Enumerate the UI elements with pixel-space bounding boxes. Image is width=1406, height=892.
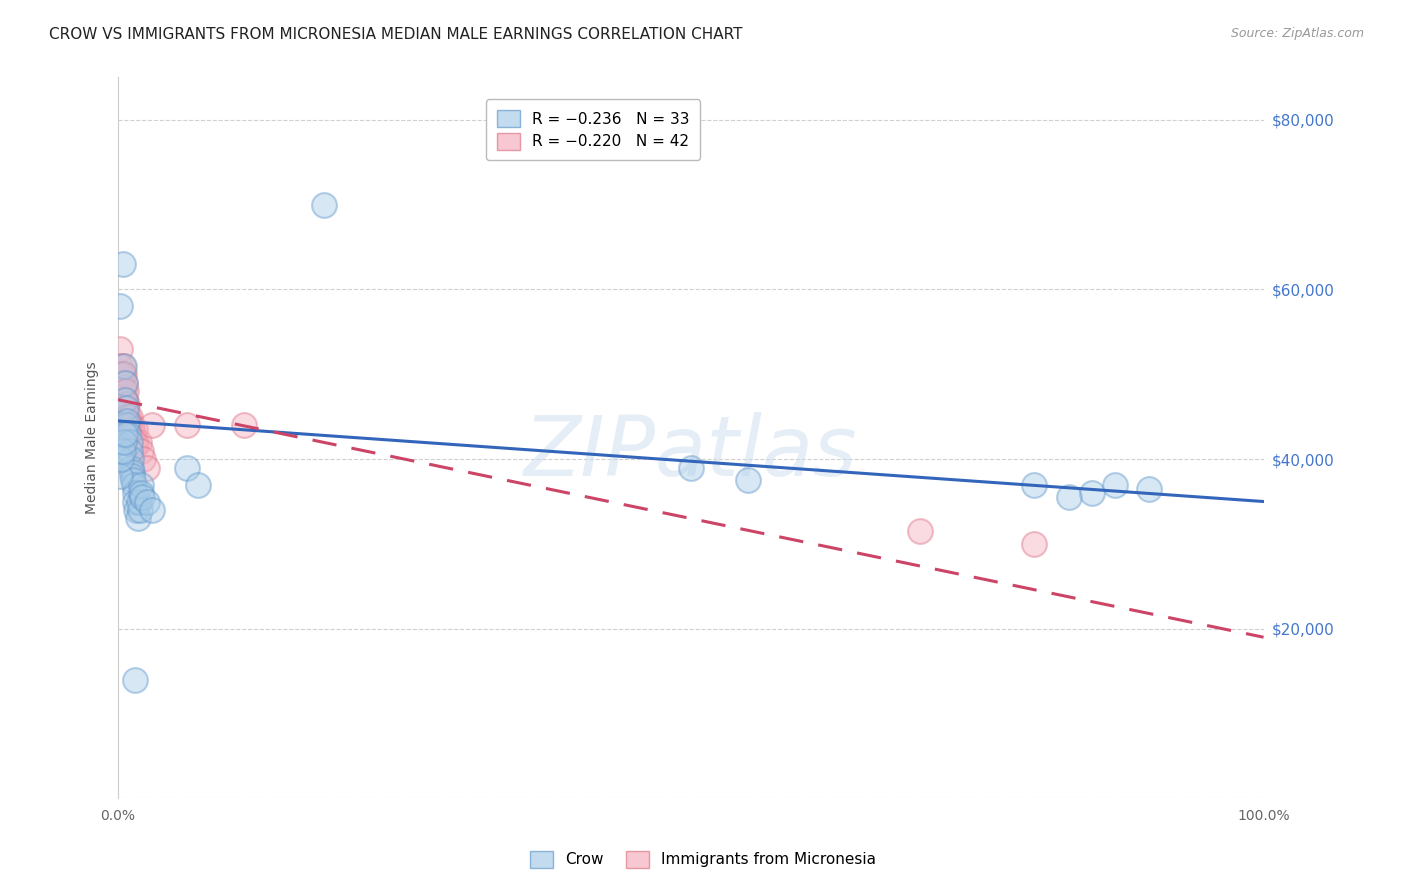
Point <box>114 376 136 390</box>
Point <box>124 673 146 687</box>
Text: CROW VS IMMIGRANTS FROM MICRONESIA MEDIAN MALE EARNINGS CORRELATION CHART: CROW VS IMMIGRANTS FROM MICRONESIA MEDIA… <box>49 27 742 42</box>
Point <box>127 511 149 525</box>
Point <box>115 418 138 433</box>
Point <box>120 452 142 467</box>
Point <box>114 392 136 407</box>
Point <box>1057 490 1080 504</box>
Point <box>124 486 146 500</box>
Point <box>131 490 153 504</box>
Point <box>110 384 132 399</box>
Point <box>233 418 256 433</box>
Point <box>110 368 132 382</box>
Point <box>908 524 931 539</box>
Point <box>125 435 148 450</box>
Point <box>111 257 134 271</box>
Point <box>122 477 145 491</box>
Point <box>128 503 150 517</box>
Point <box>112 368 135 382</box>
Point <box>122 473 145 487</box>
Point <box>121 465 143 479</box>
Point <box>110 469 132 483</box>
Point <box>114 426 136 441</box>
Point <box>129 443 152 458</box>
Point <box>120 460 142 475</box>
Point <box>122 426 145 441</box>
Point <box>125 503 148 517</box>
Point <box>121 469 143 483</box>
Point <box>1024 537 1046 551</box>
Point <box>141 418 163 433</box>
Point <box>112 359 135 373</box>
Point <box>110 452 132 467</box>
Point <box>135 460 157 475</box>
Point <box>111 368 134 382</box>
Point <box>111 359 134 373</box>
Point <box>132 452 155 467</box>
Y-axis label: Median Male Earnings: Median Male Earnings <box>86 361 100 514</box>
Point <box>115 414 138 428</box>
Point <box>111 443 134 458</box>
Point <box>110 342 132 356</box>
Point <box>110 359 132 373</box>
Point <box>118 426 141 441</box>
Point <box>135 494 157 508</box>
Point <box>1080 486 1102 500</box>
Text: ZIPatlas: ZIPatlas <box>524 412 858 492</box>
Point <box>176 460 198 475</box>
Point <box>114 401 136 416</box>
Point <box>118 443 141 458</box>
Point <box>115 409 138 424</box>
Point <box>112 392 135 407</box>
Point <box>176 418 198 433</box>
Point <box>124 422 146 436</box>
Point <box>128 494 150 508</box>
Point <box>314 197 336 211</box>
Point <box>115 401 138 416</box>
Point <box>124 439 146 453</box>
Point <box>124 494 146 508</box>
Point <box>187 477 209 491</box>
Point <box>122 435 145 450</box>
Point <box>737 473 759 487</box>
Point <box>117 418 139 433</box>
Point <box>111 380 134 394</box>
Point <box>115 397 138 411</box>
Point <box>1104 477 1126 491</box>
Point <box>129 486 152 500</box>
Point <box>114 376 136 390</box>
Point <box>141 503 163 517</box>
Point <box>1024 477 1046 491</box>
Legend: Crow, Immigrants from Micronesia: Crow, Immigrants from Micronesia <box>523 845 883 873</box>
Point <box>121 422 143 436</box>
Point <box>115 409 138 424</box>
Point <box>110 376 132 390</box>
Point <box>117 409 139 424</box>
Point <box>112 435 135 450</box>
Point <box>110 300 132 314</box>
Point <box>128 435 150 450</box>
Point <box>115 418 138 433</box>
Point <box>117 426 139 441</box>
Point <box>115 401 138 416</box>
Point <box>118 409 141 424</box>
Text: Source: ZipAtlas.com: Source: ZipAtlas.com <box>1230 27 1364 40</box>
Legend: R = −0.236   N = 33, R = −0.220   N = 42: R = −0.236 N = 33, R = −0.220 N = 42 <box>486 100 700 161</box>
Point <box>118 435 141 450</box>
Point <box>120 418 142 433</box>
Point <box>129 477 152 491</box>
Point <box>112 384 135 399</box>
Point <box>679 460 702 475</box>
Point <box>108 368 131 382</box>
Point <box>1137 482 1160 496</box>
Point <box>114 392 136 407</box>
Point <box>115 384 138 399</box>
